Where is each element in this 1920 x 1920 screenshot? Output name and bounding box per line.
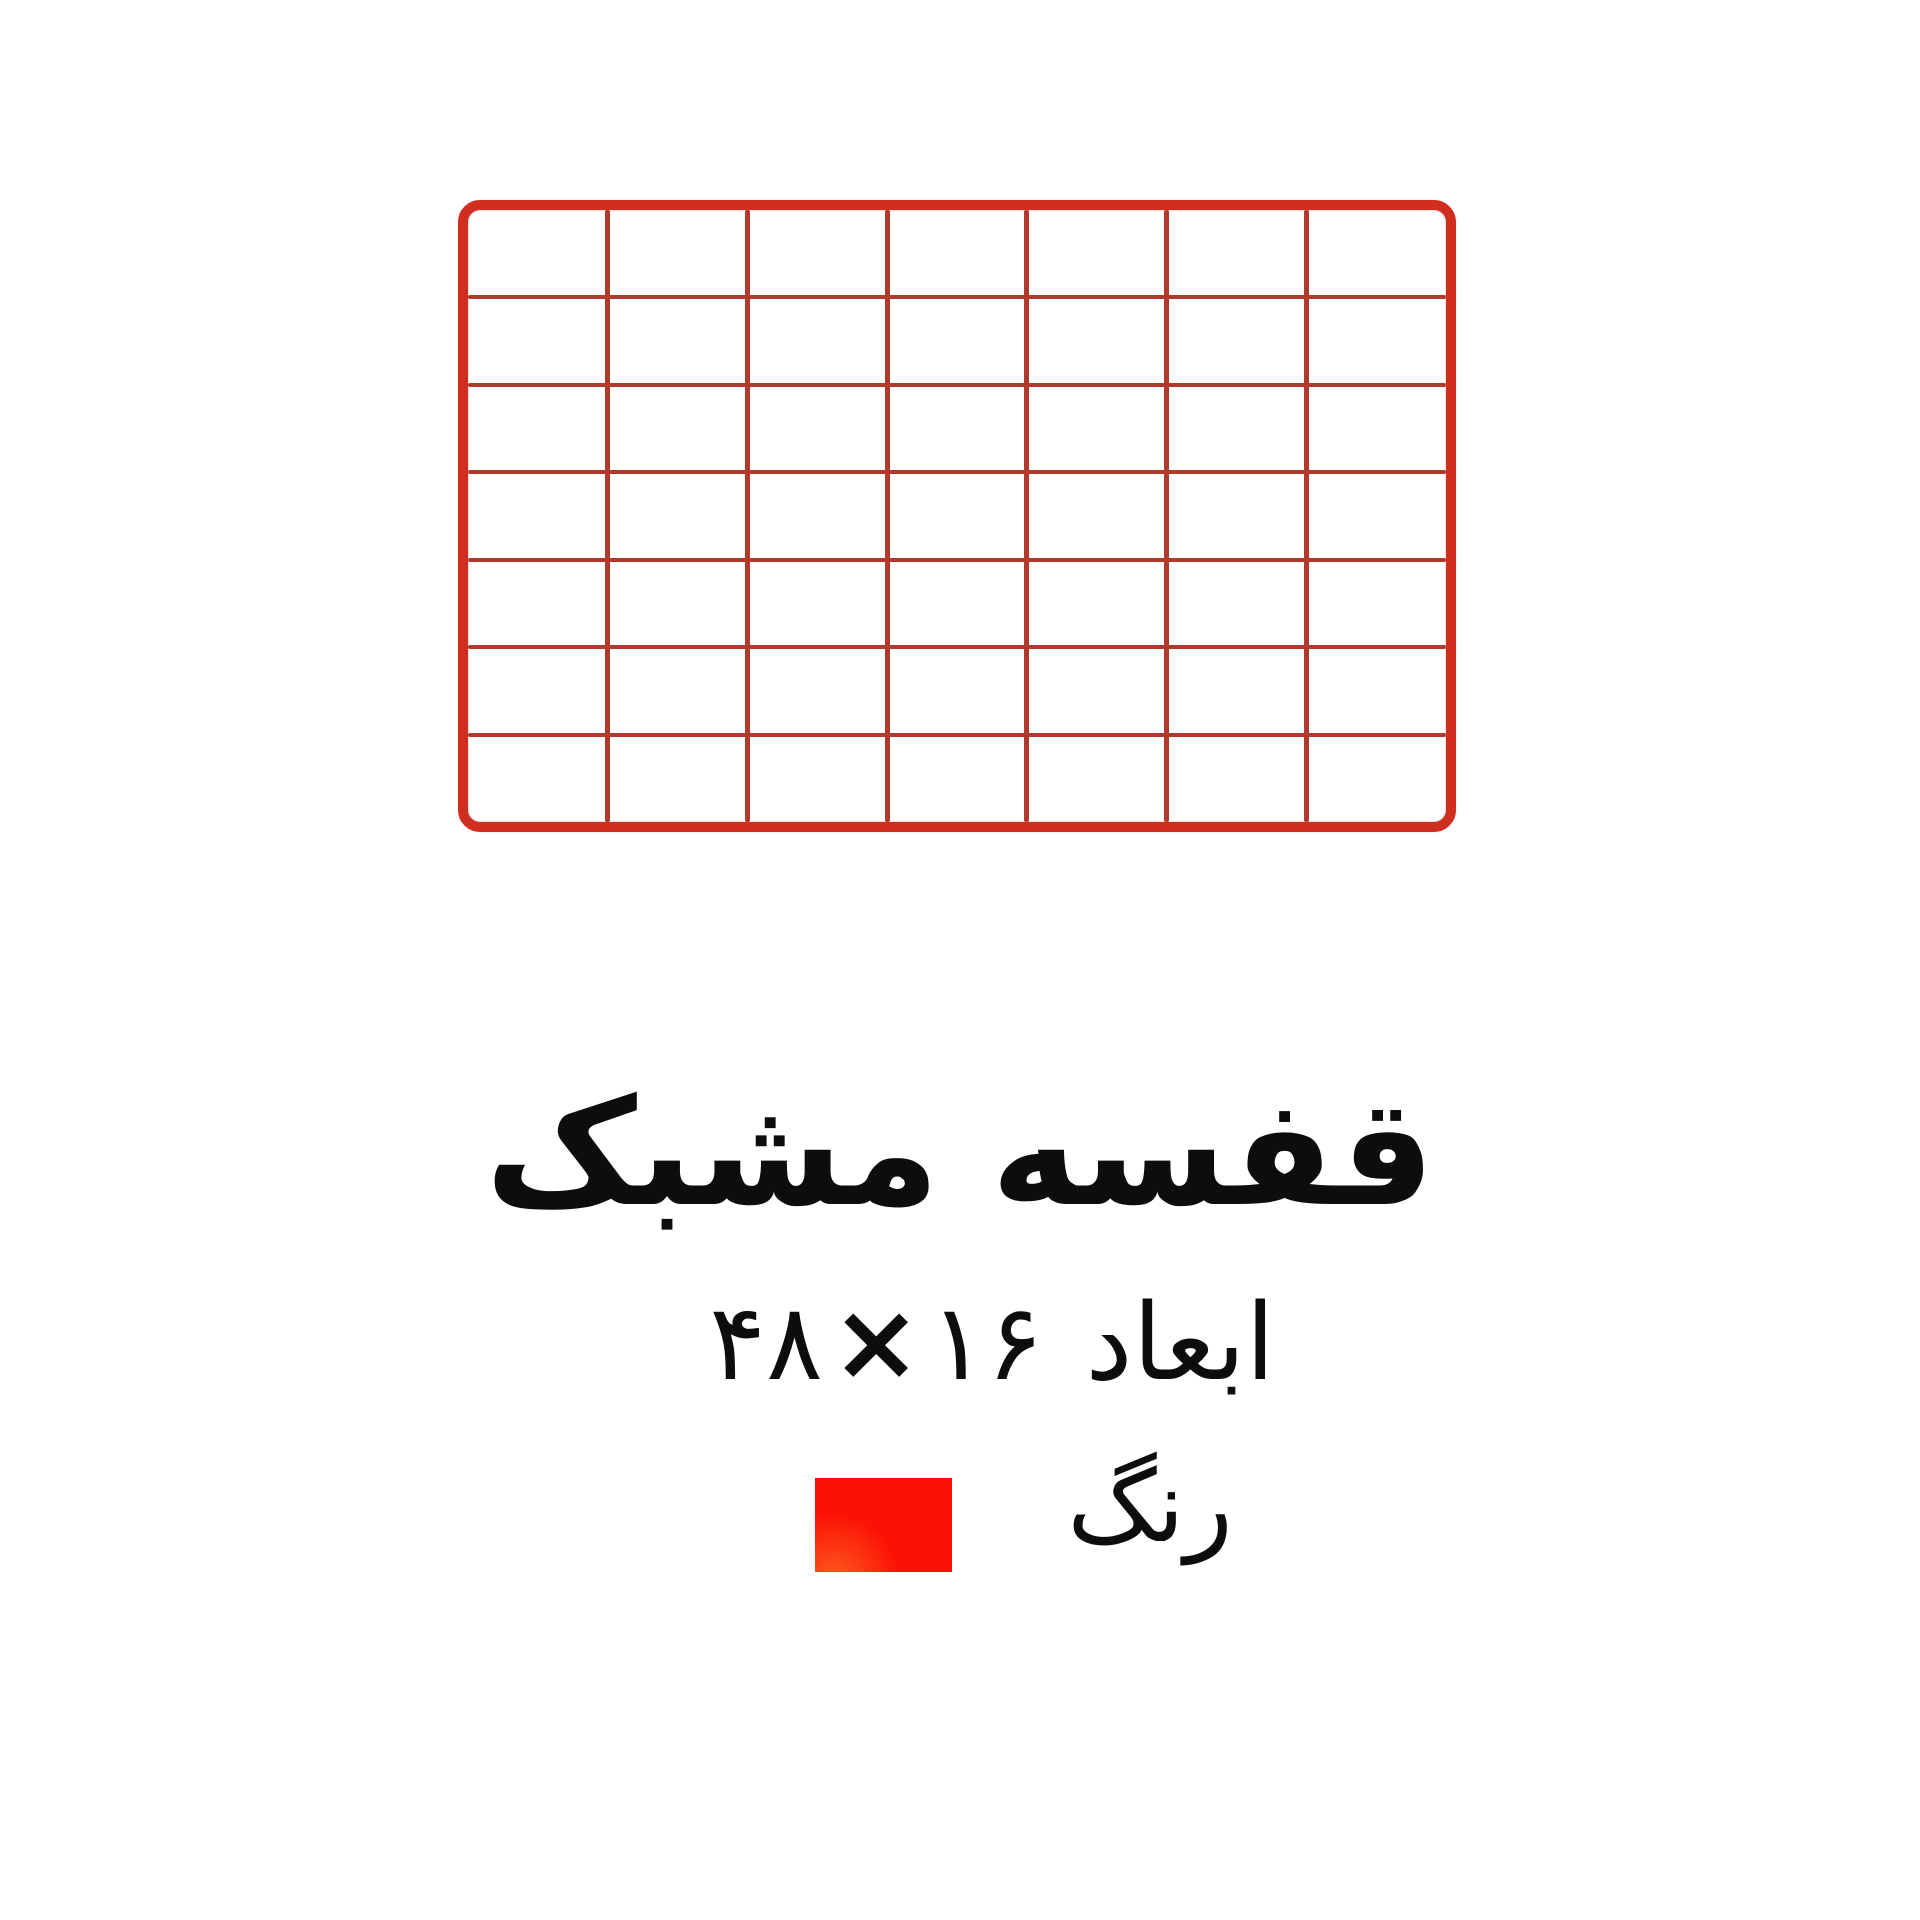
dimensions-label: ابعاد: [1085, 1281, 1275, 1404]
color-swatch-red: [815, 1478, 952, 1572]
color-label: رنگ: [1067, 1448, 1233, 1565]
mesh-grid-wires: [468, 210, 1446, 822]
horizontal-wire: [468, 295, 1446, 300]
product-title: قفسه مشبک: [485, 1067, 1435, 1239]
multiplication-sign: ×: [830, 1280, 922, 1405]
vertical-wire: [884, 210, 890, 822]
dimensions-line: ۴۸ × ۱۶ ابعاد: [32, 1278, 1920, 1408]
dimension-height-value: ۱۶: [929, 1281, 1044, 1404]
horizontal-wire: [468, 470, 1446, 475]
horizontal-wire: [468, 645, 1446, 650]
vertical-wire: [605, 210, 611, 822]
mesh-shelf-photo: [458, 200, 1456, 832]
vertical-wire: [1164, 210, 1170, 822]
vertical-wire: [744, 210, 750, 822]
horizontal-wire: [468, 382, 1446, 387]
vertical-wire: [1024, 210, 1030, 822]
horizontal-wire: [468, 732, 1446, 737]
vertical-wire: [1303, 210, 1309, 822]
dimension-width-value: ۴۸: [709, 1281, 823, 1404]
horizontal-wire: [468, 557, 1446, 562]
